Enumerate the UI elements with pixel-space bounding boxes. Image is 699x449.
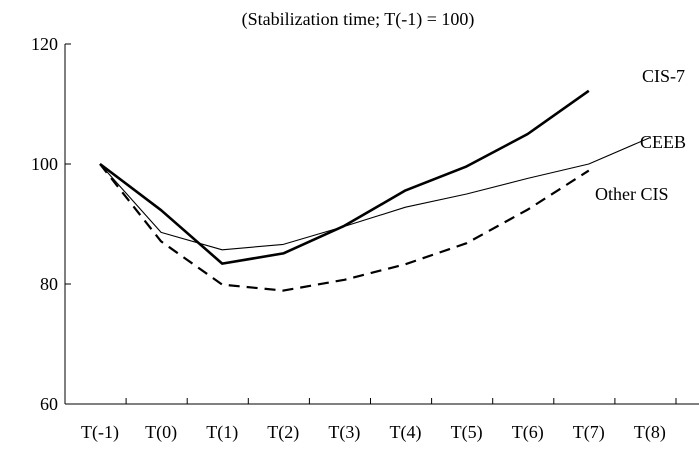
x-tick-label: T(5) [451, 422, 483, 443]
series-lines [99, 89, 651, 292]
x-tick-label: T(4) [390, 422, 422, 443]
series-line-other-cis [99, 163, 590, 292]
y-tick-label: 120 [31, 34, 58, 54]
y-tick-label: 80 [40, 274, 58, 294]
x-tick-label: T(3) [328, 422, 360, 443]
x-tick-label: T(1) [206, 422, 238, 443]
y-tick-label: 100 [31, 154, 58, 174]
x-tick-label: T(2) [267, 422, 299, 443]
series-label: CIS-7 [642, 66, 685, 86]
axes: 60 80 100 120 T(-1) T(0) T(1) T(2) T(3) T(4) T(5) T… [31, 34, 699, 443]
chart-subtitle: (Stabilization time; T(-1) = 100) [242, 9, 475, 30]
x-tick-label: T(0) [145, 422, 177, 443]
x-tick-label: T(6) [512, 422, 544, 443]
x-tick-label: T(7) [573, 422, 605, 443]
x-tick-label: T(8) [634, 422, 666, 443]
series-line-ceeb [99, 137, 651, 251]
series-label: CEEB [640, 132, 686, 152]
x-tick-label: T(-1) [81, 422, 119, 443]
series-line-cis-7 [99, 89, 590, 265]
series-labels: CIS-7 CEEB Other CIS [595, 66, 686, 204]
series-label: Other CIS [595, 184, 669, 204]
y-tick-label: 60 [40, 394, 58, 414]
